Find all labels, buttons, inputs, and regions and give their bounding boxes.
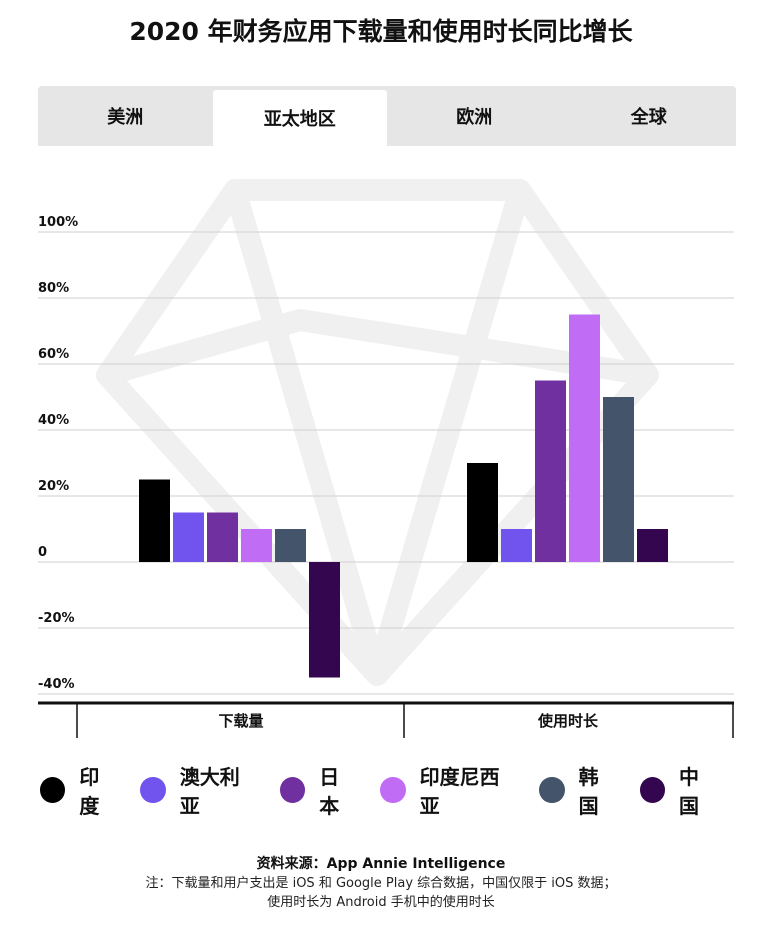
legend-item-japan: 日本 <box>279 761 358 819</box>
tab-label: 亚太地区 <box>263 109 336 130</box>
y-tick-label: 100% <box>38 215 78 230</box>
bar <box>637 529 668 562</box>
legend-item-australia: 澳大利亚 <box>140 761 258 819</box>
legend-swatch <box>279 777 306 803</box>
note-text-line-1: 注：下载量和用户支出是 iOS 和 Google Play 综合数据，中国仅限于… <box>145 876 617 891</box>
bar <box>309 562 340 678</box>
bar <box>275 529 306 562</box>
bar <box>241 529 272 562</box>
bar <box>501 529 532 562</box>
bar <box>603 397 634 562</box>
tab-europe[interactable]: 欧洲 <box>387 86 562 146</box>
legend-item-indonesia: 印度尼西亚 <box>380 761 517 819</box>
legend-label: 印度 <box>79 765 100 818</box>
y-tick-label: -40% <box>38 677 75 692</box>
note-text-line-2: 使用时长为 Android 手机中的使用时长 <box>267 895 495 910</box>
bar <box>569 314 600 562</box>
y-tick-label: 60% <box>38 347 69 362</box>
bar <box>139 479 170 562</box>
legend-item-india: 印度 <box>40 761 118 819</box>
watermark-logo <box>96 179 659 686</box>
tab-label: 欧洲 <box>456 107 493 128</box>
y-tick-label: -20% <box>38 611 75 626</box>
chart-title: 2020 年财务应用下载量和使用时长同比增长 <box>129 17 633 46</box>
tab-global[interactable]: 全球 <box>562 86 737 146</box>
tab-americas[interactable]: 美洲 <box>38 86 213 146</box>
legend-label: 印度尼西亚 <box>419 765 500 818</box>
bar <box>173 512 204 562</box>
tab-label: 美洲 <box>107 107 144 128</box>
legend-swatch <box>140 777 166 803</box>
region-tabs: 美洲 亚太地区 欧洲 全球 <box>38 86 736 146</box>
bar <box>467 463 498 562</box>
bar <box>207 512 238 562</box>
legend-label: 韩国 <box>578 765 599 818</box>
tab-label: 全球 <box>630 107 667 128</box>
bar-chart: 100% 80% 60% 40% 20% 0 -20% -40% 下载量 使用时长 <box>38 179 734 738</box>
y-tick-label: 20% <box>38 479 69 494</box>
y-tick-label: 40% <box>38 413 69 428</box>
y-tick-label: 80% <box>38 281 69 296</box>
x-category-label: 使用时长 <box>537 712 599 730</box>
legend: 印度 澳大利亚 日本 印度尼西亚 韩国 中国 <box>40 765 740 818</box>
footer: 资料来源：App Annie Intelligence 注：下载量和用户支出是 … <box>0 854 762 912</box>
legend-swatch <box>40 777 66 803</box>
legend-item-china: 中国 <box>639 761 718 819</box>
legend-label: 澳大利亚 <box>179 765 240 818</box>
tab-asia-pacific[interactable]: 亚太地区 <box>212 90 387 146</box>
legend-label: 中国 <box>679 765 699 818</box>
bar <box>535 380 566 562</box>
legend-item-korea: 韩国 <box>539 761 617 819</box>
x-category-label: 下载量 <box>218 712 263 730</box>
y-tick-label: 0 <box>38 545 47 560</box>
source-text: 资料来源：App Annie Intelligence <box>256 856 506 872</box>
legend-label: 日本 <box>319 765 340 818</box>
legend-swatch <box>380 777 406 803</box>
legend-swatch <box>639 777 665 803</box>
legend-swatch <box>539 777 565 803</box>
